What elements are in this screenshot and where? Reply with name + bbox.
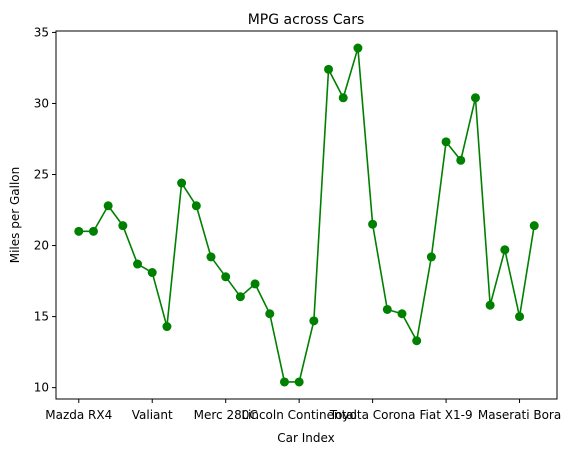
data-point [250, 279, 260, 289]
data-point [294, 377, 304, 387]
y-axis: 10 15 20 25 30 35 [34, 25, 56, 395]
x-tick-label: Toyota Corona [329, 408, 416, 422]
data-point [177, 178, 187, 188]
x-tick-label: Valiant [132, 408, 173, 422]
data-point [338, 93, 348, 103]
y-axis-label: Miles per Gallon [8, 167, 22, 264]
data-point [309, 316, 319, 326]
data-point [353, 43, 363, 53]
y-tick-label: 30 [34, 96, 49, 110]
x-tick-label: Fiat X1-9 [420, 408, 473, 422]
series-line [78, 47, 536, 383]
series-layer [74, 43, 539, 387]
y-tick-label: 15 [34, 310, 49, 324]
y-tick-label: 20 [34, 239, 49, 253]
data-point [74, 226, 84, 236]
data-point [118, 221, 128, 231]
y-tick-label: 25 [34, 168, 49, 182]
chart-title: MPG across Cars [248, 12, 365, 28]
data-point [103, 201, 113, 211]
data-point [382, 304, 392, 314]
data-point [368, 219, 378, 229]
data-point [133, 259, 143, 269]
data-point [162, 322, 172, 332]
data-point [279, 377, 289, 387]
data-point [235, 292, 245, 302]
x-tick-label: Mazda RX4 [45, 408, 112, 422]
data-point [397, 309, 407, 319]
x-axis-label: Car Index [277, 431, 335, 445]
x-tick-label: Merc 280C [194, 408, 258, 422]
data-point [147, 268, 157, 278]
data-point [324, 64, 334, 74]
data-point [206, 252, 216, 262]
data-point [412, 336, 422, 346]
data-point [470, 93, 480, 103]
data-point [529, 221, 539, 231]
data-point [221, 272, 231, 282]
data-point [191, 201, 201, 211]
plot-frame [55, 30, 558, 400]
data-point [426, 252, 436, 262]
data-point [515, 312, 525, 322]
data-point [500, 245, 510, 255]
data-point [88, 226, 98, 236]
x-tick-label: Maserati Bora [478, 408, 561, 422]
data-point [441, 137, 451, 147]
data-point [265, 309, 275, 319]
x-tick-label: Lincoln Continental [241, 408, 357, 422]
data-point [456, 155, 466, 165]
data-point [485, 300, 495, 310]
y-tick-label: 35 [34, 25, 49, 39]
y-tick-label: 10 [34, 381, 49, 395]
